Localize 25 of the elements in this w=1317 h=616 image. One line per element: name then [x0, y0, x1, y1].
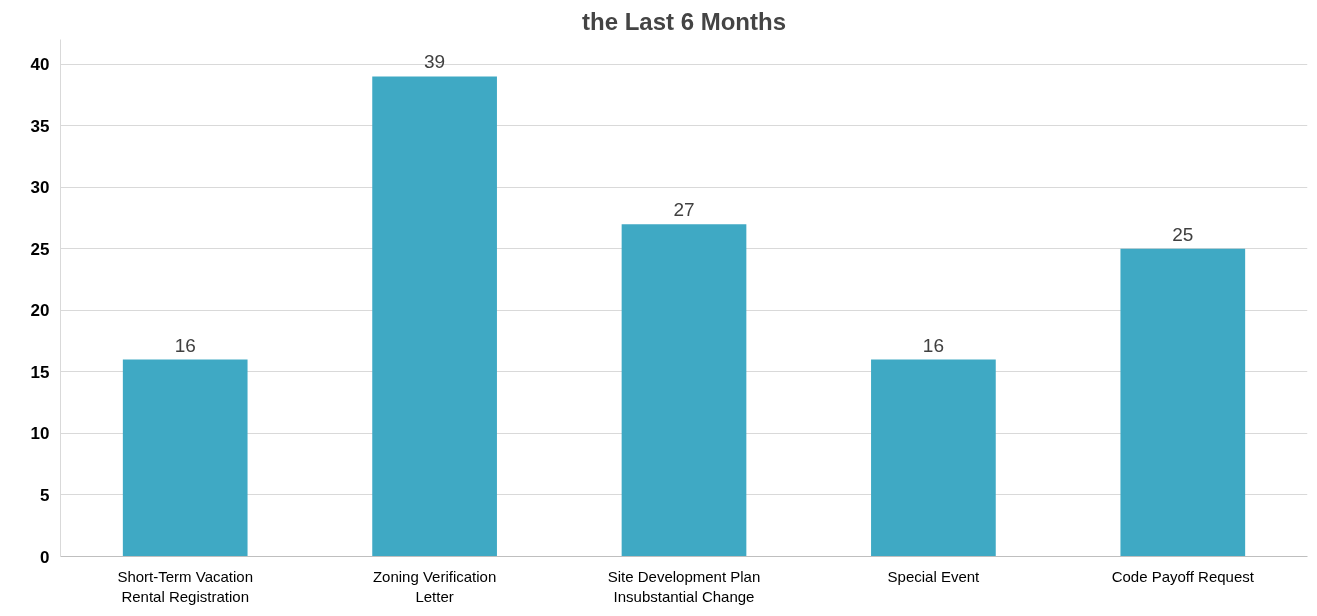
chart-title: the Last 6 Months	[581, 7, 787, 35]
x-tick-label: Special Event	[887, 567, 981, 585]
y-tick-label: 5	[40, 485, 50, 505]
y-tick-label: 35	[30, 116, 50, 136]
y-tick-label: 25	[30, 239, 50, 259]
bar	[372, 76, 497, 557]
y-tick-label: 10	[30, 424, 50, 444]
y-tick-label: 40	[30, 55, 50, 75]
data-label: 25	[1172, 223, 1194, 245]
data-label: 39	[424, 51, 446, 73]
y-tick-label: 20	[30, 301, 50, 321]
data-label: 16	[922, 334, 944, 356]
x-tick-label: Short-Term Vacation Rental Registration	[117, 567, 254, 605]
data-label: 16	[174, 334, 196, 356]
bar	[871, 359, 996, 557]
bar	[1120, 248, 1246, 557]
x-tick-label: Site Development Plan Insubstantial Change	[607, 567, 761, 605]
x-tick-label: Zoning Verification Letter	[372, 567, 497, 605]
y-tick-label: 15	[30, 362, 50, 382]
x-tick-label: Code Payoff Request	[1111, 567, 1255, 585]
bar	[122, 359, 248, 557]
y-tick-label: 30	[30, 178, 50, 198]
bar	[621, 224, 747, 557]
data-label: 27	[673, 199, 695, 221]
y-tick-label: 0	[40, 547, 50, 567]
